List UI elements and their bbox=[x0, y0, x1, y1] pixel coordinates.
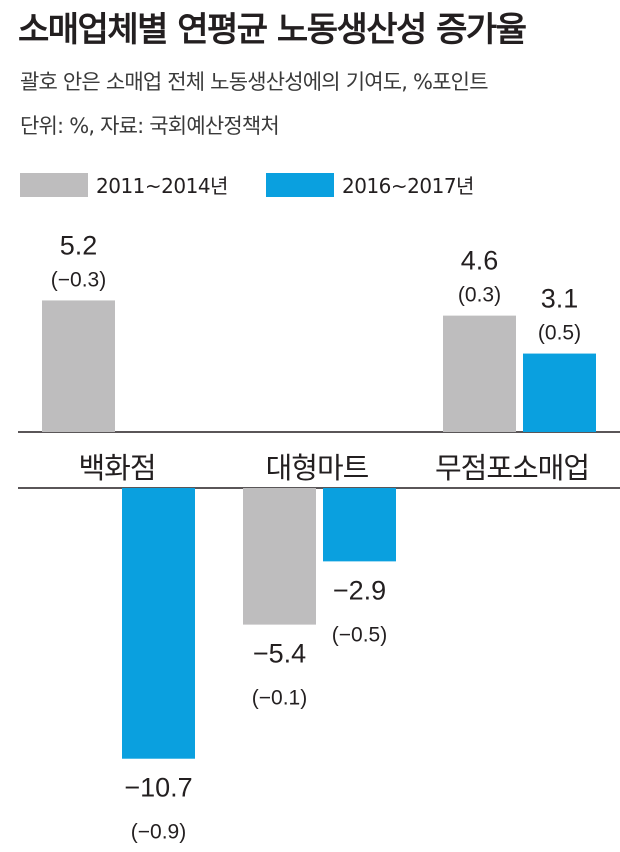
chart-source: 단위: %, 자료: 국회예산정책처 bbox=[20, 114, 280, 138]
value-label: 4.6 bbox=[461, 246, 499, 276]
bar bbox=[122, 488, 195, 759]
value-label: −2.9 bbox=[333, 575, 386, 605]
bar bbox=[243, 488, 316, 625]
category-label: 백화점 bbox=[78, 451, 155, 485]
value-label: −10.7 bbox=[124, 773, 192, 803]
value-label: −5.4 bbox=[253, 639, 306, 669]
bar bbox=[323, 488, 396, 562]
legend-label-2011-2014: 2011~2014년 bbox=[96, 174, 228, 198]
value-label: 3.1 bbox=[541, 284, 579, 314]
bar bbox=[42, 300, 115, 432]
legend-swatch-gray bbox=[20, 172, 88, 197]
contribution-label: (−0.5) bbox=[332, 623, 387, 646]
legend-swatch-blue bbox=[266, 172, 334, 197]
bar bbox=[443, 315, 516, 432]
contribution-label: (0.5) bbox=[538, 322, 581, 345]
category-label: 대형마트 bbox=[266, 451, 369, 485]
value-label: 5.2 bbox=[60, 230, 98, 260]
contribution-label: (0.3) bbox=[458, 284, 501, 307]
chart-subtitle: 괄호 안은 소매업 전체 노동생산성에의 기여도, %포인트 bbox=[20, 70, 489, 94]
legend-label-2016-2017: 2016~2017년 bbox=[342, 174, 474, 198]
bar bbox=[523, 353, 596, 432]
legend-item-2016-2017: 2016~2017년 bbox=[266, 170, 474, 199]
contribution-label: (−0.3) bbox=[51, 268, 106, 291]
contribution-label: (−0.1) bbox=[252, 687, 307, 710]
category-label: 무점포소매업 bbox=[435, 451, 589, 485]
legend-item-2011-2014: 2011~2014년 bbox=[20, 170, 228, 199]
contribution-label: (−0.9) bbox=[131, 821, 186, 844]
chart-title: 소매업체별 연평균 노동생산성 증가율 bbox=[18, 10, 527, 50]
